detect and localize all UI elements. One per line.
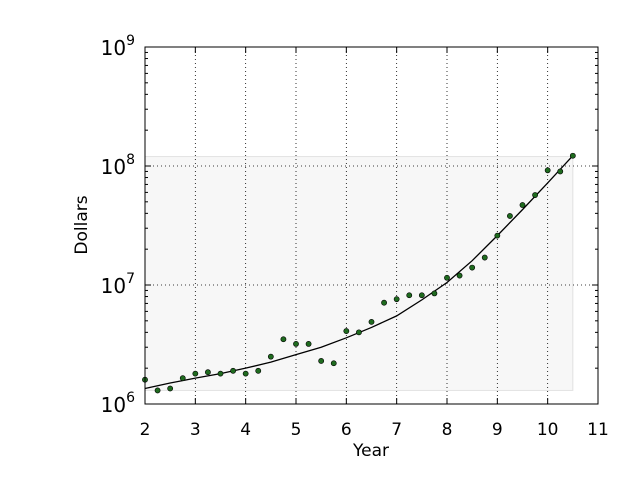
x-tick-label-layer: 2 3 4 5 6 7 8 9 10 11 bbox=[140, 420, 609, 440]
data-point bbox=[393, 296, 400, 303]
data-point bbox=[318, 358, 325, 364]
y-tick-label-exponent: 8 bbox=[126, 152, 135, 168]
x-tick-label: 9 bbox=[492, 420, 503, 440]
y-tick-label-exponent: 7 bbox=[126, 271, 135, 287]
y-tick-label: 109 bbox=[101, 33, 135, 60]
data-point bbox=[519, 202, 526, 208]
data-point bbox=[230, 367, 236, 374]
data-point bbox=[179, 375, 186, 382]
data-point bbox=[444, 274, 450, 281]
data-point bbox=[280, 336, 287, 343]
data-point bbox=[293, 340, 299, 347]
data-point bbox=[381, 299, 387, 306]
plot-frame bbox=[144, 46, 599, 405]
data-point bbox=[205, 369, 211, 376]
y-tick-label: 107 bbox=[101, 271, 135, 298]
data-point bbox=[167, 385, 174, 392]
data-point bbox=[343, 328, 350, 334]
data-point bbox=[305, 340, 312, 347]
x-axis-label: Year bbox=[352, 441, 389, 461]
data-point bbox=[481, 254, 488, 261]
data-point bbox=[255, 367, 262, 374]
y-tick-label-base: 10 bbox=[101, 36, 126, 60]
x-tick-label: 7 bbox=[391, 420, 402, 440]
data-point bbox=[532, 192, 538, 198]
data-point bbox=[569, 152, 576, 159]
y-tick-label-exponent: 6 bbox=[126, 390, 135, 406]
data-point bbox=[267, 353, 274, 360]
x-tick-label: 4 bbox=[240, 420, 251, 440]
y-axis-label: Dollars bbox=[72, 195, 92, 254]
y-tick-label-base: 10 bbox=[101, 274, 126, 298]
data-point bbox=[557, 168, 564, 175]
data-point bbox=[154, 387, 161, 394]
y-tick-label: 106 bbox=[101, 390, 135, 417]
data-point bbox=[418, 292, 425, 299]
x-tick-label: 8 bbox=[442, 420, 453, 440]
y-tick-label-base: 10 bbox=[101, 155, 126, 179]
data-point bbox=[507, 213, 513, 219]
data-point bbox=[330, 360, 337, 367]
data-point bbox=[431, 290, 438, 297]
data-point bbox=[544, 167, 551, 174]
x-tick-label: 5 bbox=[291, 420, 302, 440]
data-point-layer bbox=[142, 152, 576, 394]
data-point bbox=[217, 370, 224, 377]
x-tick-label: 2 bbox=[140, 420, 151, 440]
y-tick-label: 108 bbox=[101, 152, 135, 179]
y-tick-label-exponent: 9 bbox=[126, 33, 135, 49]
x-tick-label: 6 bbox=[341, 420, 352, 440]
x-tick-label: 3 bbox=[190, 420, 201, 440]
data-point bbox=[192, 370, 199, 377]
data-point bbox=[469, 264, 476, 271]
data-point bbox=[242, 370, 249, 377]
data-point bbox=[356, 329, 362, 336]
y-tick-label-base: 10 bbox=[101, 393, 126, 417]
data-point bbox=[368, 318, 375, 325]
x-tick-label: 10 bbox=[537, 420, 559, 440]
shaded-region bbox=[144, 156, 574, 391]
data-point bbox=[456, 272, 463, 279]
x-tick-label: 11 bbox=[587, 420, 609, 440]
data-point bbox=[406, 292, 413, 299]
shaded-region-layer bbox=[144, 156, 574, 391]
data-point bbox=[494, 232, 501, 239]
